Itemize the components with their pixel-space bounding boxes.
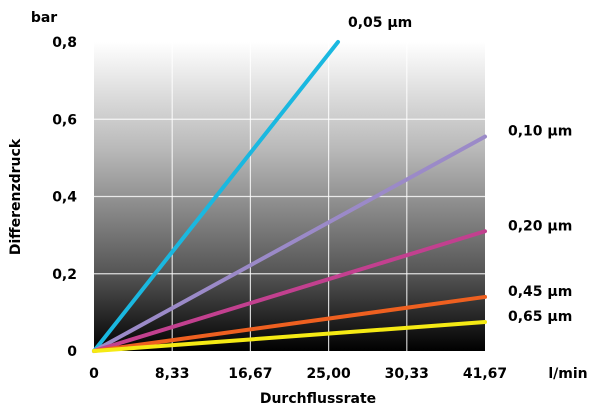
x-axis-title: Durchflussrate bbox=[260, 391, 376, 407]
series-labels: 0,05 µm 0,10 µm 0,20 µm 0,45 µm 0,65 µm bbox=[348, 15, 572, 325]
series-line bbox=[92, 40, 340, 353]
series-label: 0,10 µm bbox=[508, 124, 572, 140]
series-line bbox=[92, 294, 487, 353]
y-tick-label: 0,4 bbox=[52, 190, 77, 206]
series-label: 0,65 µm bbox=[508, 309, 572, 325]
y-tick-label: 0,2 bbox=[52, 267, 77, 283]
y-tick-label: 0,8 bbox=[52, 35, 77, 51]
series-label: 0,45 µm bbox=[508, 284, 572, 300]
series-line bbox=[92, 320, 487, 353]
series-label: 0,05 µm bbox=[348, 15, 412, 31]
x-tick-labels: 0 8,33 16,67 25,00 30,33 41,67 bbox=[89, 366, 507, 382]
x-tick-label: 25,00 bbox=[306, 366, 351, 382]
x-tick-label: 8,33 bbox=[155, 366, 190, 382]
series-line bbox=[92, 134, 487, 353]
x-tick-label: 30,33 bbox=[385, 366, 429, 382]
y-tick-label: 0,6 bbox=[52, 112, 77, 128]
x-tick-label: 16,67 bbox=[228, 366, 272, 382]
x-tick-label: 41,67 bbox=[463, 366, 507, 382]
series-label: 0,20 µm bbox=[508, 218, 572, 234]
y-axis-title: Differenzdruck bbox=[8, 138, 24, 255]
y-tick-labels: 0 0,2 0,4 0,6 0,8 bbox=[52, 35, 77, 360]
y-tick-label: 0 bbox=[67, 344, 77, 360]
x-unit-label: l/min bbox=[548, 366, 587, 382]
x-tick-label: 0 bbox=[89, 366, 99, 382]
series-line bbox=[92, 229, 487, 353]
y-unit-label: bar bbox=[31, 10, 57, 26]
series-lines bbox=[92, 40, 487, 353]
grid bbox=[94, 42, 485, 351]
